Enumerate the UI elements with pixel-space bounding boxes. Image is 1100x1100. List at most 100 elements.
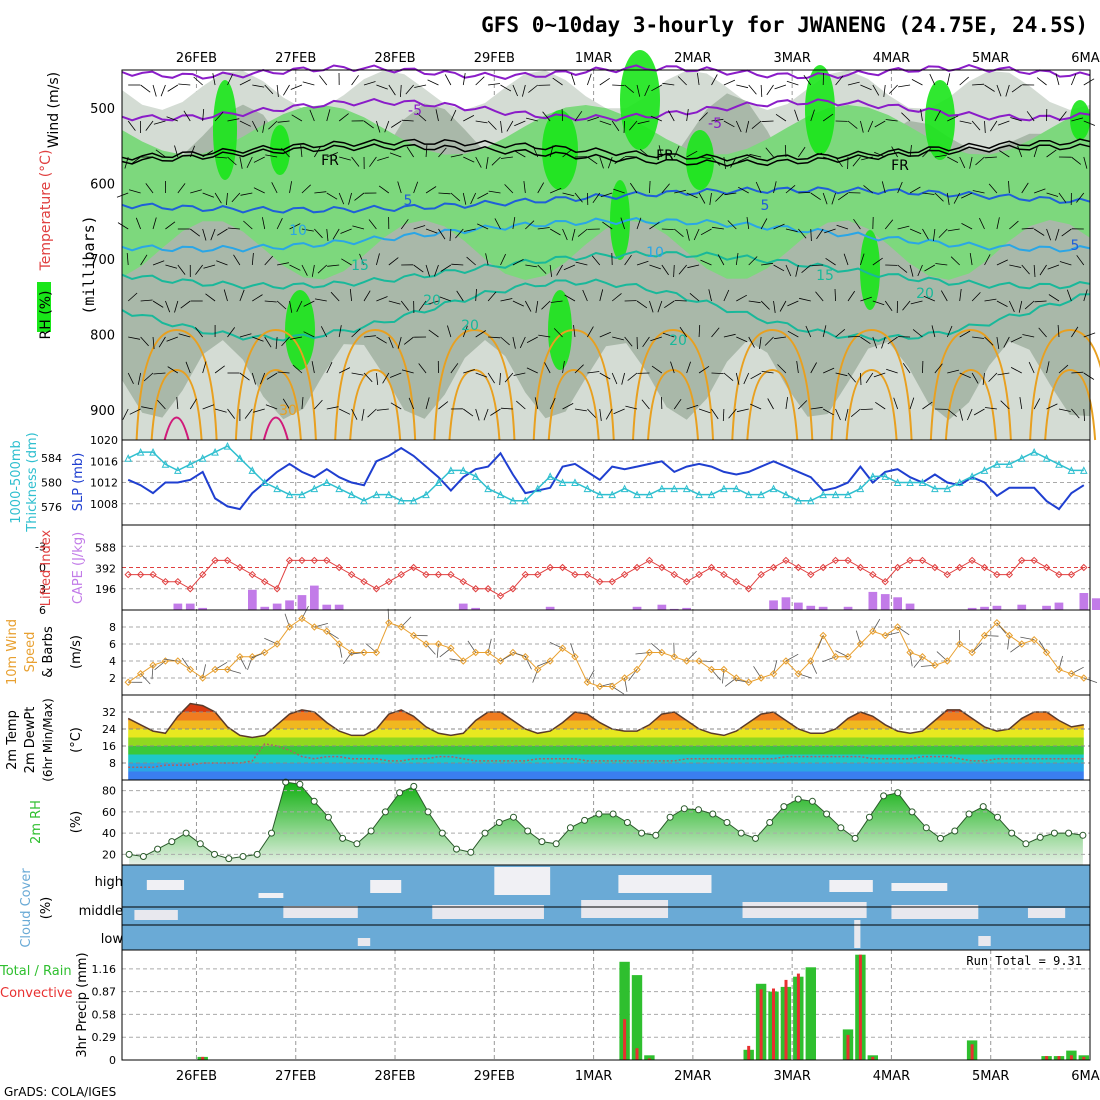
wind-barb	[761, 120, 774, 122]
wind-barb	[438, 228, 446, 240]
precip-conv-bar	[796, 973, 800, 1060]
wind-barb	[265, 404, 278, 410]
precip-conv-bar	[846, 1034, 850, 1060]
wind-barb	[202, 150, 214, 158]
wind-point	[645, 648, 654, 657]
li-point	[484, 585, 492, 593]
wind-barb	[700, 259, 712, 266]
li-point	[893, 563, 902, 572]
li-point	[682, 577, 691, 586]
cape-tick-label: 588	[95, 542, 116, 555]
chart-labels: 26FEB 26FEB 27FEB 27FEB 28FEB 28FEB 29FEB 29FEB…	[0, 51, 1100, 1084]
wind-barb	[427, 79, 439, 86]
thickness-point	[186, 460, 195, 468]
wind-barb	[500, 336, 510, 346]
wind-barb	[487, 372, 495, 384]
wind-point	[323, 627, 331, 635]
wind-barb	[214, 192, 222, 204]
wind-barb	[699, 156, 712, 160]
wind-barb	[212, 73, 216, 86]
cape-bar	[980, 606, 989, 610]
li-point	[794, 563, 803, 572]
cloud-clear-block	[283, 906, 358, 918]
rh-point	[510, 813, 517, 821]
wind-barb	[1071, 408, 1080, 419]
date-label-bottom: 27FEB	[275, 1069, 316, 1084]
wind-barb	[909, 228, 922, 235]
thickness-point	[273, 484, 281, 493]
cloud-clear-block	[581, 900, 669, 918]
wind-barb	[865, 372, 874, 384]
wind-barb	[500, 298, 513, 302]
rh-point	[268, 829, 275, 837]
wind-barb	[400, 84, 402, 98]
wind-barb	[735, 120, 742, 133]
wind-barb	[227, 118, 240, 122]
rh-point	[339, 834, 347, 842]
wind-point	[211, 665, 219, 674]
date-label-top: 26FEB	[176, 51, 217, 66]
li-point	[223, 556, 232, 565]
wind-barb	[611, 293, 622, 302]
temp-contour-30	[150, 368, 203, 441]
wind-barb	[909, 264, 914, 277]
wind-barb	[1076, 255, 1085, 266]
wind-point	[298, 614, 306, 623]
thickness-point	[732, 484, 741, 493]
wind-barb	[624, 156, 638, 158]
rh-point	[709, 810, 717, 818]
wind-barb	[935, 263, 948, 266]
wind-barb	[612, 336, 624, 341]
wind-barb	[748, 256, 758, 266]
rh-point	[196, 840, 204, 848]
wind-barb	[984, 156, 997, 159]
temp-contour-30	[746, 368, 799, 441]
cloud-clear-block	[494, 867, 551, 895]
wind-barb	[988, 372, 998, 382]
wind-barb	[190, 228, 201, 237]
wind-barb	[126, 252, 129, 266]
wind-barb	[587, 371, 600, 374]
thickness-point	[595, 490, 604, 499]
wind-barb	[860, 408, 873, 410]
wind-barb	[1046, 149, 1057, 158]
wind-barb	[642, 336, 650, 348]
cape-bar	[632, 606, 642, 610]
precip-conv-bar	[858, 954, 862, 1060]
wind-barb	[875, 401, 886, 410]
wind-barb	[1038, 327, 1047, 338]
wind-barb	[413, 225, 426, 230]
wind-barb	[996, 217, 1000, 230]
temp-color-band	[128, 763, 1084, 772]
wind-point	[161, 657, 170, 665]
wind-barb	[784, 144, 787, 158]
date-label-bottom: 28FEB	[374, 1069, 415, 1084]
wind-point	[794, 670, 803, 678]
wind-barb	[897, 181, 903, 194]
wind-barb	[837, 192, 849, 201]
date-label-top: 29FEB	[474, 51, 515, 66]
temp-contour-25	[234, 328, 317, 441]
wind-barb	[475, 120, 488, 124]
wind-barb	[1083, 332, 1096, 338]
wind-barb	[973, 408, 985, 416]
wind-barb	[673, 264, 675, 278]
cape-bar	[781, 597, 791, 611]
rh-point	[566, 824, 574, 832]
wind-barb	[909, 186, 921, 194]
wind-barb	[570, 73, 576, 86]
wind-barb	[564, 294, 576, 302]
wind-barb	[893, 397, 899, 410]
wind-barb	[475, 156, 482, 168]
wind-barb	[649, 300, 654, 313]
wind-barb	[388, 257, 399, 266]
thickness-point	[360, 496, 368, 505]
wind-point	[310, 623, 319, 631]
wind-barb	[834, 288, 836, 302]
wind-barb	[1022, 334, 1035, 338]
wind-barb	[912, 329, 923, 338]
date-label-bottom: 4MAR	[873, 1069, 910, 1084]
wind-barb	[990, 120, 998, 132]
wind-barb	[711, 156, 721, 166]
